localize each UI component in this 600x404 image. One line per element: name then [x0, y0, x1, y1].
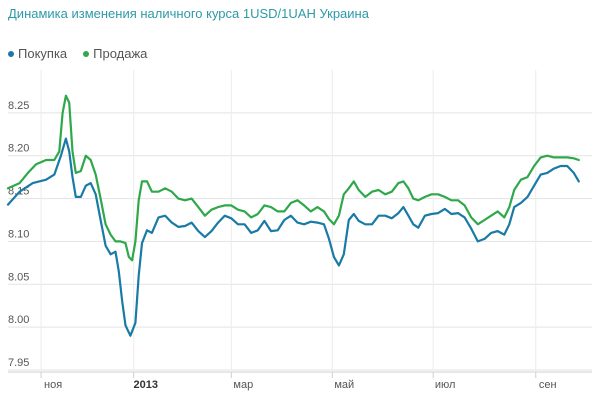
- y-tick-label: 8.00: [8, 314, 29, 326]
- x-tick-label: сен: [539, 379, 557, 391]
- series-line-buy[interactable]: [6, 137, 580, 337]
- legend-item-sell[interactable]: Продажа: [83, 46, 147, 61]
- y-tick-label: 7.95: [8, 357, 29, 369]
- x-tick-label: мар: [233, 379, 253, 391]
- legend-marker-sell: [83, 50, 90, 57]
- y-tick-label: 8.05: [8, 271, 29, 283]
- x-tick-label: июл: [435, 379, 456, 391]
- y-tick-label: 8.25: [8, 100, 29, 112]
- x-tick-label: май: [334, 379, 354, 391]
- legend: Покупка Продажа: [8, 46, 147, 61]
- grid: [8, 70, 592, 378]
- series-lines: [6, 94, 580, 337]
- y-axis: 7.958.008.058.108.158.208.25: [8, 100, 29, 369]
- x-tick-label: ноя: [44, 379, 62, 391]
- legend-label-sell: Продажа: [93, 46, 148, 61]
- x-axis: ноя 2013 мар май июл сен: [44, 379, 557, 391]
- y-tick-label: 8.10: [8, 228, 29, 240]
- chart-title: Динамика изменения наличного курса 1USD/…: [8, 6, 369, 21]
- y-tick-label: 8.20: [8, 143, 29, 155]
- x-tick-label: 2013: [133, 379, 157, 391]
- legend-marker-buy: [8, 50, 14, 57]
- legend-label-buy: Покупка: [18, 46, 68, 61]
- series-line-sell[interactable]: [6, 94, 580, 262]
- legend-item-buy[interactable]: Покупка: [8, 46, 67, 61]
